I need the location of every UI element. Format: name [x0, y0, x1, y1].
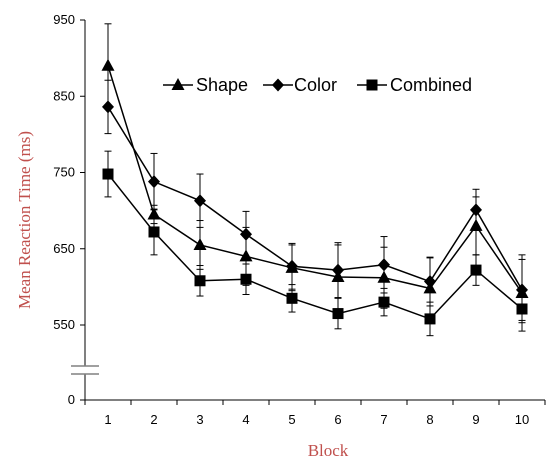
shape-point	[147, 207, 161, 220]
x-tick-label: 10	[515, 412, 529, 427]
y-tick-label: 0	[68, 392, 75, 407]
error-bars-layer	[104, 23, 526, 337]
combined-series-line	[107, 173, 523, 320]
legend: Shape Color Combined	[163, 75, 472, 95]
y-tick-label: 850	[53, 88, 75, 103]
x-tick-label: 1	[104, 412, 111, 427]
color-point	[378, 258, 390, 272]
combined-point	[332, 308, 344, 320]
x-axis-title: Block	[308, 441, 349, 460]
x-tick-label: 2	[150, 412, 157, 427]
combined-point	[424, 313, 436, 325]
axes-layer: 0 550 650 750 850 950 1 2 3 4 5 6 7 8 9 10	[53, 12, 546, 427]
shape-point	[469, 218, 483, 231]
x-tick-label: 3	[196, 412, 203, 427]
color-point	[286, 259, 298, 273]
combined-point	[286, 292, 298, 304]
combined-point	[516, 303, 528, 315]
color-point	[194, 194, 206, 208]
x-tick-label: 5	[288, 412, 295, 427]
axis-break-gap	[71, 366, 99, 374]
series-lines-layer	[107, 65, 523, 320]
legend-combined-label: Combined	[390, 75, 472, 95]
markers-layer	[101, 58, 529, 325]
y-axis-title: Mean Reaction Time (ms)	[15, 131, 34, 309]
combined-point	[148, 226, 160, 238]
y-tick-label: 550	[53, 317, 75, 332]
combined-point	[194, 275, 206, 287]
combined-point	[470, 264, 482, 276]
legend-shape-label: Shape	[196, 75, 248, 95]
combined-point	[102, 168, 114, 180]
legend-color-label: Color	[294, 75, 337, 95]
shape-series-line	[107, 65, 523, 294]
color-point	[148, 175, 160, 189]
color-series-line	[107, 106, 523, 291]
color-point	[332, 263, 344, 277]
x-tick-label: 4	[242, 412, 249, 427]
legend-shape-marker	[171, 78, 185, 90]
x-tick-label: 9	[472, 412, 479, 427]
shape-point	[239, 249, 253, 262]
shape-point	[101, 58, 115, 71]
combined-point	[378, 296, 390, 308]
color-point	[102, 100, 114, 114]
legend-combined-marker	[366, 79, 378, 91]
color-point	[470, 203, 482, 217]
y-tick-label: 750	[53, 165, 75, 180]
legend-color-marker	[272, 78, 284, 92]
color-point	[240, 227, 252, 241]
combined-point	[240, 273, 252, 285]
color-point	[516, 283, 528, 297]
color-point	[424, 275, 436, 289]
x-tick-label: 7	[380, 412, 387, 427]
y-tick-label: 950	[53, 12, 75, 27]
x-tick-label: 8	[426, 412, 433, 427]
y-tick-label: 650	[53, 241, 75, 256]
x-tick-label: 6	[334, 412, 341, 427]
shape-point	[377, 270, 391, 283]
shape-point	[193, 237, 207, 250]
